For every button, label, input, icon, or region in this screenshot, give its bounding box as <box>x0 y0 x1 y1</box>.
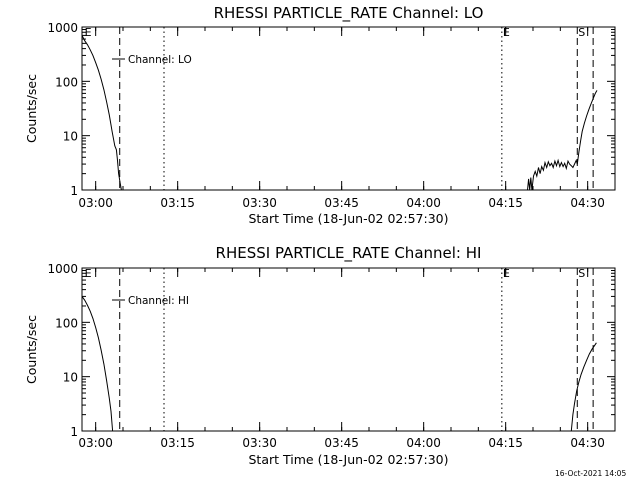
x-tick-label: 03:45 <box>324 196 359 210</box>
panel-lo: RHESSI PARTICLE_RATE Channel: LO 1 10 100 10… <box>24 4 616 226</box>
series-line <box>527 90 598 191</box>
chart-title: RHESSI PARTICLE_RATE Channel: LO <box>214 4 484 23</box>
chart-title: RHESSI PARTICLE_RATE Channel: HI <box>216 244 482 263</box>
series-line <box>81 35 122 191</box>
event-marker-E: E <box>85 267 92 280</box>
x-tick-label: 03:45 <box>324 436 359 450</box>
y-tick-label: 1000 <box>47 21 78 35</box>
series-line <box>570 342 597 432</box>
y-tick-label: 1 <box>70 184 78 198</box>
y-axis-label: Counts/sec <box>24 315 39 384</box>
event-marker-S: S <box>578 26 585 39</box>
y-tick-label: 1000 <box>47 262 78 276</box>
x-axis-label: Start Time (18-Jun-02 02:57:30) <box>249 452 449 467</box>
x-tick-label: 04:15 <box>488 436 523 450</box>
y-tick-label: 100 <box>55 75 78 89</box>
x-tick-label: 04:00 <box>406 196 441 210</box>
x-tick-label: 03:00 <box>78 196 113 210</box>
x-tick-label: 03:15 <box>160 436 195 450</box>
legend-label: Channel: LO <box>128 54 192 66</box>
event-marker-E: E <box>503 26 510 39</box>
event-marker-E: E <box>85 26 92 39</box>
legend-label: Channel: HI <box>128 295 189 307</box>
y-tick-label: 1 <box>70 425 78 439</box>
x-tick-label: 03:00 <box>78 436 113 450</box>
x-tick-label: 04:00 <box>406 436 441 450</box>
x-tick-label: 04:30 <box>570 196 605 210</box>
x-tick-label: 04:30 <box>570 436 605 450</box>
x-tick-label: 03:30 <box>242 196 277 210</box>
series-line <box>81 296 114 432</box>
event-marker-E: E <box>503 267 510 280</box>
footer-timestamp: 16-Oct-2021 14:05 <box>555 469 626 478</box>
x-tick-label: 03:15 <box>160 196 195 210</box>
plot-frame <box>81 267 616 432</box>
x-tick-label: 03:30 <box>242 436 277 450</box>
panel-hi: RHESSI PARTICLE_RATE Channel: HI 1 10 100 10… <box>24 244 616 467</box>
y-axis-label: Counts/sec <box>24 74 39 143</box>
x-tick-label: 04:15 <box>488 196 523 210</box>
plot-frame <box>81 26 616 191</box>
event-marker-S: S <box>578 267 585 280</box>
y-tick-label: 100 <box>55 316 78 330</box>
y-tick-label: 10 <box>63 130 78 144</box>
y-tick-label: 10 <box>63 371 78 385</box>
x-axis-label: Start Time (18-Jun-02 02:57:30) <box>249 211 449 226</box>
